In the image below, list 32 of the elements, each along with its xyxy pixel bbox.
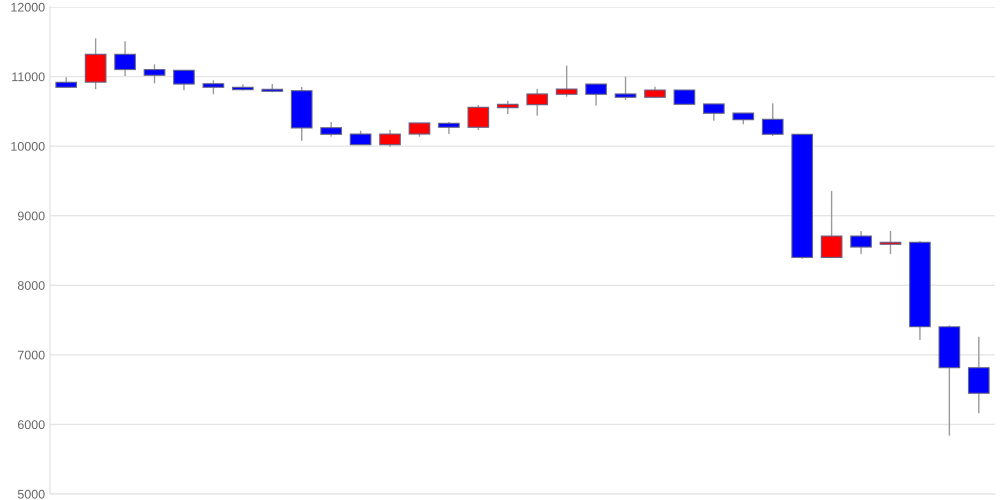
candlestick: [408, 122, 430, 138]
candlestick: [762, 102, 784, 137]
candlestick: [144, 64, 166, 84]
candlestick: [526, 88, 548, 116]
candlestick: [173, 70, 195, 91]
y-tick-label: 5000: [18, 490, 45, 499]
candlestick: [732, 112, 754, 125]
candlestick: [320, 121, 342, 138]
y-tick-label: 12000: [11, 2, 45, 12]
candlestick: [438, 121, 460, 135]
candlestick: [350, 130, 372, 146]
candlestick: [674, 89, 696, 105]
y-tick-label: 8000: [18, 281, 45, 290]
candlestick: [55, 76, 78, 88]
candlestick: [202, 80, 224, 96]
y-tick-label: 6000: [18, 420, 45, 430]
candlestick: [702, 103, 725, 122]
candlestick: [467, 104, 490, 131]
candlestick: [850, 230, 872, 255]
candlestick: [820, 190, 842, 258]
y-tick-label: 10000: [11, 142, 45, 151]
candlestick: [880, 230, 902, 255]
candlestick: [379, 129, 401, 148]
y-tick-label: 7000: [18, 350, 45, 360]
candlestick: [614, 76, 636, 101]
y-tick-label: 11000: [12, 72, 45, 82]
candlestick: [556, 65, 578, 98]
y-tick-label: 9000: [18, 212, 45, 220]
candlestick: [644, 86, 666, 98]
candlestick: [585, 83, 607, 106]
candlestick: [114, 40, 136, 77]
candlestick: [496, 100, 519, 115]
